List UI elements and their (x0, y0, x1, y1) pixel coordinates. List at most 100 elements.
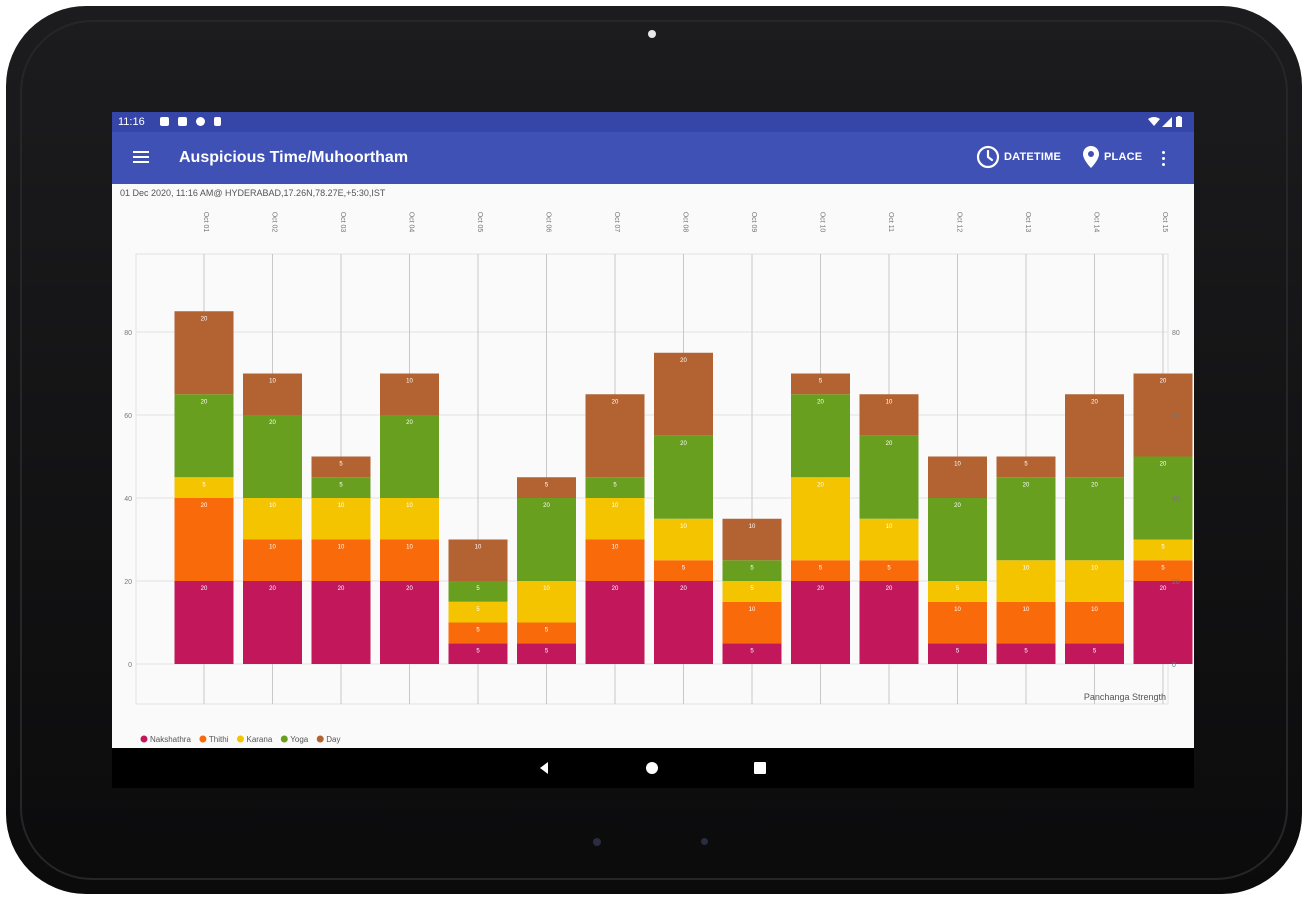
bar-segment[interactable] (1065, 560, 1124, 602)
bar-segment[interactable] (448, 601, 508, 623)
bar-segment[interactable] (654, 560, 713, 581)
bar-segment[interactable] (996, 477, 1056, 561)
bar-segment[interactable] (585, 498, 645, 540)
bar-segment[interactable] (243, 498, 302, 540)
bar-segment[interactable] (859, 435, 919, 519)
bar-segment[interactable] (243, 539, 302, 582)
bar-segment[interactable] (585, 394, 645, 478)
panchanga-strength-chart[interactable]: 0 0 20 20 40 40 60 60 80 80 Oct 01 Oct 02 Oct 03 Oct … (112, 184, 1194, 748)
bar-segment[interactable] (448, 539, 508, 582)
bar-segment[interactable] (1065, 601, 1124, 644)
data-label: 10 (1023, 607, 1030, 613)
bar-segment[interactable] (517, 477, 576, 498)
bar-segment[interactable] (654, 581, 713, 664)
data-label: 5 (750, 648, 754, 654)
bar-segment[interactable] (311, 498, 371, 540)
bar-segment[interactable] (1133, 456, 1193, 540)
x-tick-label: Oct 12 (956, 212, 963, 233)
bar-segment[interactable] (722, 601, 782, 644)
bar-segment[interactable] (996, 601, 1056, 644)
bar-segment[interactable] (928, 643, 987, 664)
bar-segment[interactable] (859, 560, 919, 581)
data-label: 20 (612, 399, 619, 405)
data-label: 5 (476, 586, 480, 592)
bar-segment[interactable] (517, 581, 576, 623)
bar-segment[interactable] (585, 477, 645, 498)
bar-segment[interactable] (1133, 560, 1193, 581)
bar-segment[interactable] (380, 415, 439, 498)
sensor-dot (593, 838, 601, 846)
home-button[interactable] (645, 761, 659, 775)
bar-segment[interactable] (996, 456, 1056, 478)
bar-segment[interactable] (174, 311, 234, 395)
bar-segment[interactable] (585, 539, 645, 582)
bar-segment[interactable] (722, 643, 782, 664)
bar-segment[interactable] (174, 498, 234, 581)
bar-segment[interactable] (517, 622, 576, 644)
bar-segment[interactable] (1133, 539, 1193, 561)
legend-label: Yoga (290, 735, 309, 744)
bar-segment[interactable] (174, 581, 234, 664)
bar-segment[interactable] (722, 560, 782, 581)
bar-segment[interactable] (448, 643, 508, 664)
bar-segment[interactable] (311, 456, 371, 478)
data-label: 10 (406, 503, 413, 509)
bar-segment[interactable] (791, 477, 850, 561)
place-button[interactable]: PLACE (1082, 144, 1142, 170)
bar-segment[interactable] (243, 373, 302, 416)
bar-segment[interactable] (517, 498, 576, 581)
bar-segment[interactable] (928, 498, 987, 581)
bar-segment[interactable] (1133, 373, 1193, 457)
bar-segment[interactable] (448, 581, 508, 602)
bar-segment[interactable] (859, 581, 919, 664)
bar-segment[interactable] (243, 415, 302, 498)
bar-segment[interactable] (448, 622, 508, 644)
bar-segment[interactable] (380, 373, 439, 416)
bar-segment[interactable] (791, 581, 850, 664)
bar-segment[interactable] (517, 643, 576, 664)
bar-segment[interactable] (928, 456, 987, 499)
data-label: 20 (269, 420, 276, 426)
bar-segment[interactable] (791, 560, 850, 581)
bar-segment[interactable] (311, 539, 371, 582)
bar-segment[interactable] (380, 539, 439, 582)
bar-segment[interactable] (311, 581, 371, 664)
bar-segment[interactable] (174, 477, 234, 498)
y-tick-label-right: 0 (1172, 662, 1176, 669)
overflow-menu-button[interactable] (1160, 148, 1168, 168)
legend-swatch (236, 735, 244, 743)
bar-segment[interactable] (791, 394, 850, 478)
back-button[interactable] (537, 761, 551, 775)
bar-segment[interactable] (1065, 394, 1124, 478)
bar-segment[interactable] (996, 560, 1056, 602)
bar-segment[interactable] (380, 498, 439, 540)
bar-segment[interactable] (722, 518, 782, 561)
bar-segment[interactable] (791, 373, 850, 395)
bar-segment[interactable] (722, 581, 782, 602)
bar-segment[interactable] (654, 435, 713, 519)
bar-segment[interactable] (1133, 581, 1193, 664)
bar-segment[interactable] (928, 601, 987, 644)
bar-segment[interactable] (859, 394, 919, 436)
bar-segment[interactable] (174, 394, 234, 478)
recents-button[interactable] (753, 761, 767, 775)
datetime-button[interactable]: DATETIME (976, 144, 1061, 170)
bar-segment[interactable] (380, 581, 439, 664)
y-axis-title: Panchanga Strength (1084, 692, 1166, 702)
bar-segment[interactable] (585, 581, 645, 664)
bar-segment[interactable] (996, 643, 1056, 664)
bar-segment[interactable] (654, 352, 713, 436)
data-label: 20 (886, 586, 893, 592)
image-notification-icon (178, 117, 187, 126)
bar-segment[interactable] (859, 518, 919, 561)
x-tick-label: Oct 02 (271, 212, 278, 233)
bar-segment[interactable] (928, 581, 987, 602)
bar-segment[interactable] (311, 477, 371, 498)
data-label: 10 (1023, 565, 1030, 571)
bar-segment[interactable] (1065, 477, 1124, 561)
bar-segment[interactable] (243, 581, 302, 664)
bar-segment[interactable] (1065, 643, 1124, 664)
data-label: 10 (954, 462, 961, 468)
menu-button[interactable] (132, 147, 150, 167)
bar-segment[interactable] (654, 518, 713, 561)
